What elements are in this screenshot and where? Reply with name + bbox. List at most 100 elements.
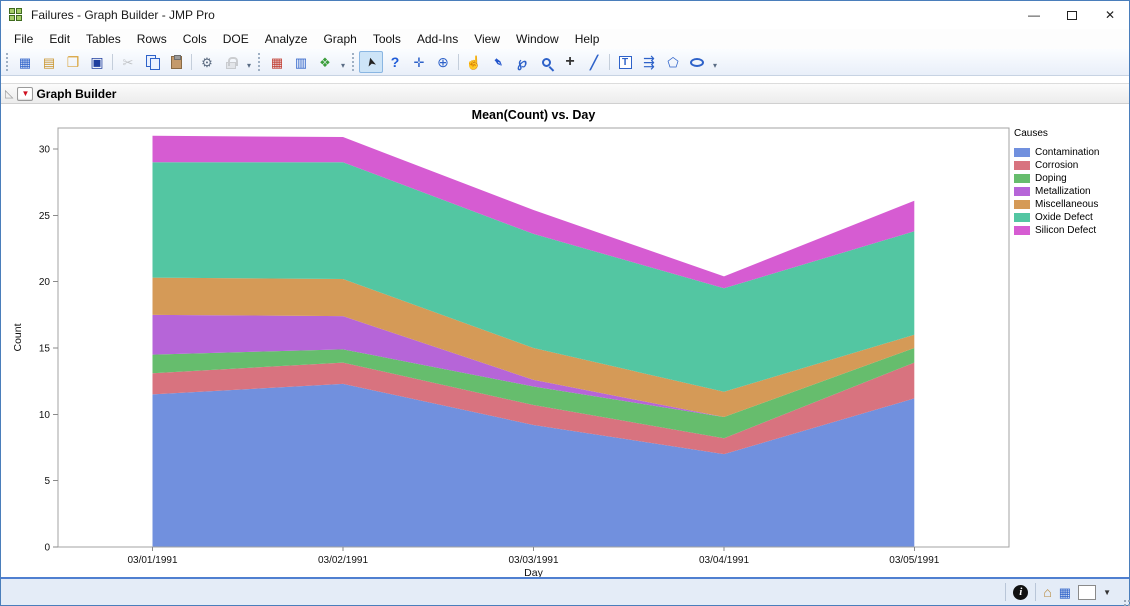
magnifier-tool[interactable] xyxy=(534,51,558,73)
area-series-miscellaneous[interactable] xyxy=(152,277,915,417)
copy-icon xyxy=(145,55,160,70)
target-tool[interactable]: ⊕ xyxy=(431,51,455,73)
report-header: ◺ ▼ Graph Builder xyxy=(1,83,1129,104)
maximize-button[interactable] xyxy=(1053,1,1091,29)
pencil-tool[interactable]: ╱ xyxy=(582,51,606,73)
color-well[interactable] xyxy=(1078,584,1097,600)
chart-svg: 0 5 10 15 20 25 30 03/01/1991 03/02/1991 03/03/19… xyxy=(12,108,1010,579)
lock-button[interactable] xyxy=(219,51,243,73)
legend-title: Causes xyxy=(1014,128,1048,139)
paste-icon xyxy=(170,54,182,69)
chart-title: Mean(Count) vs. Day xyxy=(472,108,596,122)
y-tick-label: 10 xyxy=(39,410,51,421)
legend-item-contamination[interactable]: Contamination xyxy=(1014,146,1099,159)
legend-items: Contamination Corrosion Doping Metallizatio… xyxy=(1014,146,1099,237)
menu-window[interactable]: Window xyxy=(516,32,559,46)
toolbar-separator xyxy=(458,54,459,70)
cut-button[interactable]: ✂ xyxy=(116,51,140,73)
open-file-button[interactable]: ❐ xyxy=(61,51,85,73)
legend-item-metallization[interactable]: Metallization xyxy=(1014,185,1099,198)
cursor-tool[interactable]: ➤ xyxy=(359,51,383,73)
close-button[interactable]: ✕ xyxy=(1104,8,1116,22)
toolbar-overflow-button[interactable]: ▾ xyxy=(340,61,345,70)
crosshair-tool[interactable]: ✛ xyxy=(407,51,431,73)
menu-file[interactable]: File xyxy=(14,32,34,46)
menu-doe[interactable]: DOE xyxy=(222,32,249,46)
brush-tool[interactable]: ✒ xyxy=(486,51,510,73)
legend-item-oxide-defect[interactable]: Oxide Defect xyxy=(1014,211,1099,224)
menu-edit[interactable]: Edit xyxy=(49,32,71,46)
target-tool-icon: ⊕ xyxy=(437,54,449,70)
area-series-silicon-defect[interactable] xyxy=(152,135,915,289)
collapse-triangle-icon[interactable]: ◺ xyxy=(5,88,14,100)
x-tick-label: 03/02/1991 xyxy=(318,555,368,566)
dropdown-arrow[interactable]: ▼ xyxy=(1103,587,1111,597)
menu-analyze[interactable]: Analyze xyxy=(264,32,308,46)
legend: Causes Contamination Corrosion Doping Metal… xyxy=(1014,128,1099,237)
legend-item-silicon-defect[interactable]: Silicon Defect xyxy=(1014,224,1099,237)
toolbar-separator xyxy=(191,54,192,70)
legend-swatch xyxy=(1014,213,1030,222)
paste-button[interactable] xyxy=(164,51,188,73)
area-series-contamination[interactable] xyxy=(152,383,915,547)
area-series-corrosion[interactable] xyxy=(152,362,915,455)
menu-bar: File Edit Tables Rows Cols DOE Analyze Graph Too… xyxy=(1,29,1129,49)
info-button[interactable]: i xyxy=(1013,584,1029,600)
toolbar-overflow-button[interactable]: ▾ xyxy=(246,61,251,70)
lasso-tool[interactable]: ℘ xyxy=(510,51,534,73)
legend-item-doping[interactable]: Doping xyxy=(1014,172,1099,185)
toolbar-overflow-button[interactable]: ▾ xyxy=(712,61,717,70)
new-data-table-button[interactable]: ▦ xyxy=(13,51,37,73)
legend-label: Miscellaneous xyxy=(1035,199,1099,210)
menu-cols[interactable]: Cols xyxy=(182,32,207,46)
toolbar-separator xyxy=(609,54,610,70)
text-annotation-tool[interactable]: T xyxy=(613,51,637,73)
cut-icon: ✂ xyxy=(122,54,134,70)
menu-view[interactable]: View xyxy=(474,32,500,46)
new-data-table-icon: ▦ xyxy=(18,54,32,70)
data-table-button[interactable]: ▦ xyxy=(1058,584,1072,600)
toolbar-grip[interactable] xyxy=(6,53,9,71)
lines-annotation-tool-icon: ⇶ xyxy=(643,54,655,70)
cursor-tool-icon: ➤ xyxy=(362,55,380,69)
oval-annotation-tool-icon xyxy=(690,57,704,67)
oval-annotation-tool[interactable] xyxy=(685,51,709,73)
preferences-button[interactable]: ⚙ xyxy=(195,51,219,73)
polygon-annotation-tool[interactable]: ⬠ xyxy=(661,51,685,73)
menu-tables[interactable]: Tables xyxy=(86,32,121,46)
area-series-doping[interactable] xyxy=(152,348,915,439)
toolbar: ▦ ▤ ❐ ▣ ✂ ⚙ ▾ ▦ ▥ ❖ ▾ ➤? ✛ ⊕ ☝ ✒ ℘ + ╱ T ⇶ ⬠ ▾ xyxy=(1,49,1129,76)
toolbar-grip[interactable] xyxy=(258,53,261,71)
minimize-button[interactable]: — xyxy=(1028,8,1040,22)
lines-annotation-tool[interactable]: ⇶ xyxy=(637,51,661,73)
y-tick-label: 25 xyxy=(39,211,51,222)
plus-tool[interactable]: + xyxy=(558,51,582,73)
area-series-oxide-defect[interactable] xyxy=(152,162,915,392)
red-triangle-menu-icon[interactable]: ▼ xyxy=(17,86,34,101)
menu-addins[interactable]: Add-Ins xyxy=(416,32,459,46)
menu-help[interactable]: Help xyxy=(574,32,600,46)
menu-graph[interactable]: Graph xyxy=(323,32,357,46)
new-graph-button[interactable]: ❖ xyxy=(313,51,337,73)
maximize-icon xyxy=(1067,10,1077,20)
data-table-window-icon: ▦ xyxy=(270,54,284,70)
statusbar-separator xyxy=(1005,583,1007,601)
columns-viewer-button[interactable]: ▥ xyxy=(289,51,313,73)
menu-tools[interactable]: Tools xyxy=(372,32,401,46)
grabber-tool[interactable]: ☝ xyxy=(462,51,486,73)
help-tool[interactable]: ? xyxy=(383,51,407,73)
legend-item-corrosion[interactable]: Corrosion xyxy=(1014,159,1099,172)
area-series-metallization[interactable] xyxy=(152,314,915,417)
toolbar-grip[interactable] xyxy=(352,53,355,71)
resize-grip[interactable] xyxy=(1124,600,1126,602)
y-tick-label: 15 xyxy=(39,344,51,355)
legend-swatch xyxy=(1014,174,1030,183)
legend-swatch xyxy=(1014,161,1030,170)
new-journal-button[interactable]: ▤ xyxy=(37,51,61,73)
copy-button[interactable] xyxy=(140,51,164,73)
home-button[interactable]: ⌂ xyxy=(1043,584,1052,600)
legend-item-miscellaneous[interactable]: Miscellaneous xyxy=(1014,198,1099,211)
save-file-button[interactable]: ▣ xyxy=(85,51,109,73)
data-table-window-button[interactable]: ▦ xyxy=(265,51,289,73)
menu-rows[interactable]: Rows xyxy=(136,32,167,46)
